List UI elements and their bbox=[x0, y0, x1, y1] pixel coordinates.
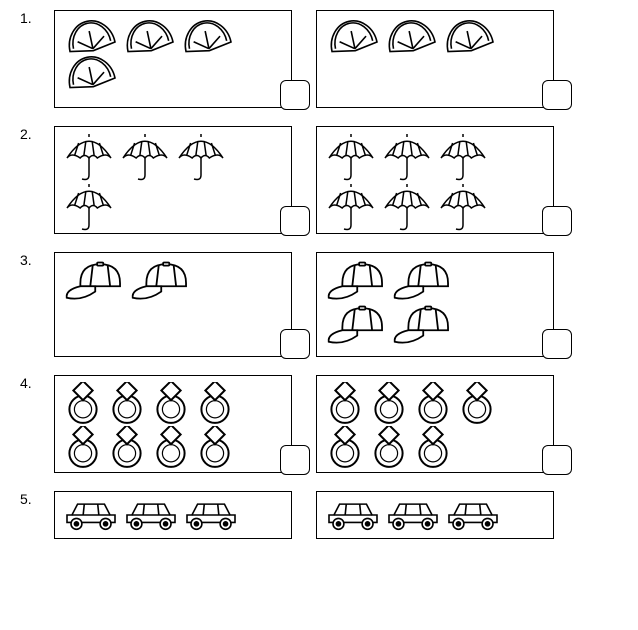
icon-row bbox=[325, 259, 545, 303]
answer-box[interactable] bbox=[280, 80, 310, 110]
panel-right bbox=[316, 252, 554, 357]
answer-box[interactable] bbox=[280, 206, 310, 236]
answer-box[interactable] bbox=[542, 329, 572, 359]
row-number: 5. bbox=[20, 491, 54, 507]
panel-frame bbox=[316, 126, 554, 234]
row-number: 2. bbox=[20, 126, 54, 142]
icon-row bbox=[325, 17, 545, 53]
icon-row bbox=[63, 498, 283, 532]
row-number: 1. bbox=[20, 10, 54, 26]
panel-left bbox=[54, 252, 292, 357]
icon-row bbox=[63, 183, 283, 233]
panel-frame bbox=[54, 126, 292, 234]
panel-frame bbox=[316, 491, 554, 539]
panel-right bbox=[316, 491, 554, 539]
icon-row bbox=[63, 259, 283, 303]
panel-frame bbox=[54, 375, 292, 473]
answer-box[interactable] bbox=[542, 80, 572, 110]
icon-row bbox=[325, 382, 545, 426]
worksheet-row: 3. bbox=[20, 252, 618, 357]
worksheet-container: 1. bbox=[20, 10, 618, 539]
worksheet-row: 4. bbox=[20, 375, 618, 473]
icon-row bbox=[63, 17, 283, 53]
answer-box[interactable] bbox=[542, 206, 572, 236]
panel-left bbox=[54, 491, 292, 539]
icon-row bbox=[63, 53, 283, 89]
panel-pair bbox=[54, 491, 554, 539]
icon-row bbox=[325, 426, 545, 470]
worksheet-row: 1. bbox=[20, 10, 618, 108]
row-number: 4. bbox=[20, 375, 54, 391]
panel-right bbox=[316, 10, 554, 108]
answer-box[interactable] bbox=[280, 445, 310, 475]
icon-row bbox=[63, 133, 283, 183]
icon-row bbox=[325, 133, 545, 183]
panel-frame bbox=[54, 252, 292, 357]
panel-pair bbox=[54, 126, 554, 234]
panel-left bbox=[54, 10, 292, 108]
panel-right bbox=[316, 126, 554, 234]
panel-left bbox=[54, 126, 292, 234]
icon-row bbox=[325, 303, 545, 347]
icon-row bbox=[325, 183, 545, 233]
icon-row bbox=[325, 498, 545, 532]
panel-frame bbox=[316, 10, 554, 108]
answer-box[interactable] bbox=[280, 329, 310, 359]
worksheet-row: 2. bbox=[20, 126, 618, 234]
row-number: 3. bbox=[20, 252, 54, 268]
answer-box[interactable] bbox=[542, 445, 572, 475]
icon-row bbox=[63, 426, 283, 470]
worksheet-row: 5. bbox=[20, 491, 618, 539]
panel-pair bbox=[54, 375, 554, 473]
panel-frame bbox=[316, 252, 554, 357]
panel-frame bbox=[54, 10, 292, 108]
panel-right bbox=[316, 375, 554, 473]
panel-left bbox=[54, 375, 292, 473]
panel-pair bbox=[54, 10, 554, 108]
panel-frame bbox=[54, 491, 292, 539]
panel-pair bbox=[54, 252, 554, 357]
icon-row bbox=[63, 382, 283, 426]
panel-frame bbox=[316, 375, 554, 473]
